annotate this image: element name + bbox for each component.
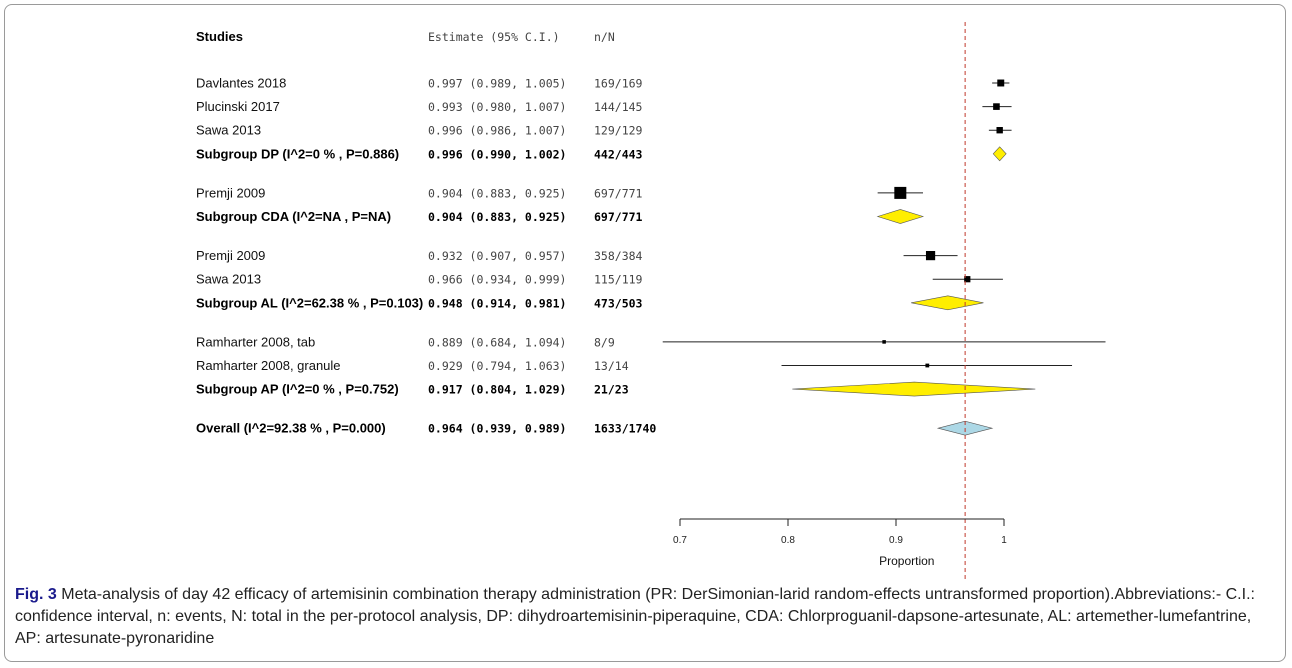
row-2-point — [996, 127, 1003, 134]
row-13-point — [925, 363, 930, 368]
row-5-point — [894, 186, 907, 199]
figure-caption: Fig. 3 Meta-analysis of day 42 efficacy … — [15, 584, 1277, 650]
row-14-estimate: 0.917 (0.804, 1.029) — [428, 383, 566, 397]
row-9-estimate: 0.966 (0.934, 0.999) — [428, 273, 566, 287]
row-10-estimate: 0.948 (0.914, 0.981) — [428, 296, 566, 310]
caption-fig-label: Fig. 3 — [15, 586, 57, 603]
row-14-nN: 21/23 — [594, 383, 629, 397]
rows-layer: Davlantes 2018 0.997 (0.989, 1.005) 169/16… — [196, 76, 656, 436]
row-8-point — [925, 250, 936, 261]
header-estimate: Estimate (95% C.I.) — [428, 30, 560, 44]
row-5-label: Premji 2009 — [196, 185, 265, 200]
row-1-nN: 144/145 — [594, 100, 642, 114]
x-tick-label-2: 0.9 — [889, 535, 903, 546]
row-8-estimate: 0.932 (0.907, 0.957) — [428, 249, 566, 263]
x-tick-label-1: 0.8 — [781, 535, 795, 546]
row-2-estimate: 0.996 (0.986, 1.007) — [428, 124, 566, 138]
row-14-label: Subgroup AP (I^2=0 % , P=0.752) — [196, 382, 399, 397]
x-axis-label: Proportion — [879, 554, 934, 568]
row-12-point — [882, 340, 886, 344]
row-2-label: Sawa 2013 — [196, 123, 261, 138]
row-5-nN: 697/771 — [594, 186, 643, 200]
row-16-estimate: 0.964 (0.939, 0.989) — [428, 422, 566, 436]
row-12-label: Ramharter 2008, tab — [196, 334, 315, 349]
row-2-nN: 129/129 — [594, 124, 643, 138]
x-axis: 0.7 0.8 0.9 1 — [673, 518, 1007, 546]
row-13-estimate: 0.929 (0.794, 1.063) — [428, 359, 566, 373]
row-0-nN: 169/169 — [594, 77, 643, 91]
row-13-label: Ramharter 2008, granule — [196, 358, 341, 373]
x-tick-label-3: 1 — [1001, 535, 1007, 546]
row-10-label: Subgroup AL (I^2=62.38 % , P=0.103) — [196, 295, 423, 310]
row-6-diamond — [876, 209, 925, 224]
row-14-diamond — [792, 381, 1036, 397]
row-16-label: Overall (I^2=92.38 % , P=0.000) — [196, 421, 386, 436]
caption-text: Meta-analysis of day 42 efficacy of arte… — [15, 586, 1255, 647]
marks-layer — [662, 22, 1106, 580]
x-tick-label-0: 0.7 — [673, 535, 687, 546]
row-5-estimate: 0.904 (0.883, 0.925) — [428, 186, 566, 200]
row-10-nN: 473/503 — [594, 296, 643, 310]
row-9-nN: 115/119 — [594, 273, 643, 287]
row-3-label: Subgroup DP (I^2=0 % , P=0.886) — [196, 146, 399, 161]
row-10-diamond — [911, 295, 984, 311]
row-1-point — [993, 103, 1000, 110]
row-6-estimate: 0.904 (0.883, 0.925) — [428, 210, 566, 224]
row-8-nN: 358/384 — [594, 249, 643, 263]
row-3-nN: 442/443 — [594, 147, 643, 161]
row-16-nN: 1633/1740 — [594, 422, 656, 436]
row-0-estimate: 0.997 (0.989, 1.005) — [428, 77, 566, 91]
row-0-point — [997, 79, 1005, 87]
row-0-label: Davlantes 2018 — [196, 76, 286, 91]
header-nN: n/N — [594, 30, 615, 44]
row-3-diamond — [992, 146, 1007, 162]
row-3-estimate: 0.996 (0.990, 1.002) — [428, 147, 566, 161]
row-6-label: Subgroup CDA (I^2=NA , P=NA) — [196, 209, 391, 224]
row-6-nN: 697/771 — [594, 210, 643, 224]
row-8-label: Premji 2009 — [196, 248, 265, 263]
header-studies: Studies — [196, 29, 243, 44]
row-9-label: Sawa 2013 — [196, 272, 261, 287]
row-12-nN: 8/9 — [594, 335, 615, 349]
figure-frame — [4, 4, 1286, 662]
row-9-point — [964, 276, 971, 283]
row-1-label: Plucinski 2017 — [196, 99, 280, 114]
row-1-estimate: 0.993 (0.980, 1.007) — [428, 100, 566, 114]
forest-plot: Studies Estimate (95% C.I.) n/N Davlante… — [196, 22, 1106, 580]
row-12-estimate: 0.889 (0.684, 1.094) — [428, 335, 566, 349]
row-13-nN: 13/14 — [594, 359, 629, 373]
